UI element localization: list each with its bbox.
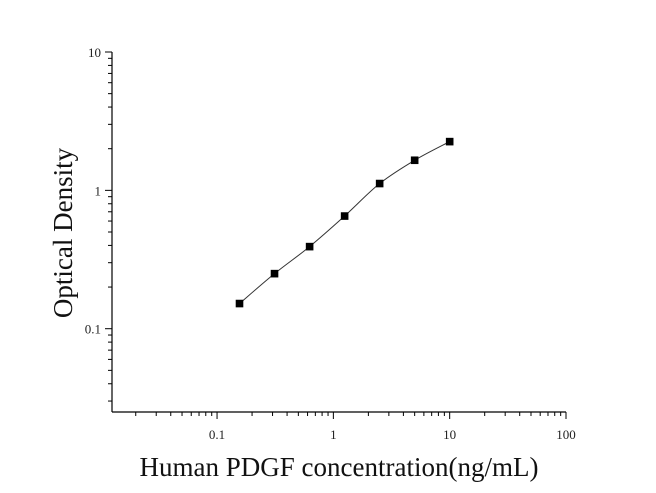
x-tick-label: 10: [443, 427, 456, 442]
x-tick-label: 0.1: [209, 427, 225, 442]
x-tick-label: 1: [330, 427, 337, 442]
fit-curve-group: [239, 141, 450, 304]
data-point: [375, 179, 384, 188]
y-tick-label: 0.1: [85, 322, 101, 337]
y-axis-label: Optical Density: [48, 147, 78, 318]
y-tick-label: 10: [88, 45, 101, 60]
axes: [111, 52, 566, 413]
data-point: [340, 212, 349, 220]
ticks: 0.1 1 10 100 0.1 1 10: [85, 45, 576, 442]
y-tick-label: 1: [95, 183, 102, 198]
x-tick-label: 100: [556, 427, 576, 442]
fit-curve: [239, 141, 450, 304]
data-point: [270, 269, 279, 278]
x-axis-label: Human PDGF concentration(ng/mL): [140, 452, 539, 482]
data-point: [410, 156, 419, 165]
data-points: [235, 137, 454, 308]
data-point: [445, 137, 454, 146]
data-point: [235, 299, 244, 308]
data-point: [305, 242, 314, 251]
